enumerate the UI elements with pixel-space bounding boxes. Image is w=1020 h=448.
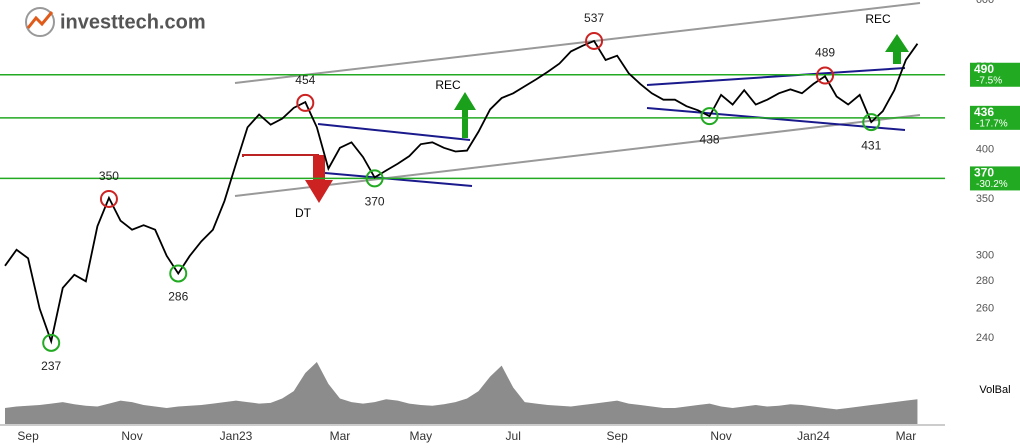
level-box — [970, 105, 1020, 130]
x-tick-label: Mar — [330, 429, 351, 443]
extreme-marker — [296, 93, 315, 112]
signal-label: REC — [435, 78, 461, 92]
extreme-label: 489 — [815, 46, 835, 60]
trend-line — [646, 67, 906, 86]
y-tick-label: 280 — [976, 275, 994, 287]
x-tick-label: Nov — [710, 429, 731, 443]
extreme-label: 438 — [700, 132, 720, 146]
extreme-marker — [365, 169, 384, 188]
level-label: 370 — [974, 166, 994, 180]
y-tick-label: 240 — [976, 332, 994, 344]
y-tick-label: 260 — [976, 303, 994, 315]
channels — [234, 2, 921, 197]
level-box — [970, 62, 1020, 87]
level-label: 436 — [974, 105, 994, 119]
extreme-label: 537 — [584, 11, 604, 25]
level-label: 490 — [974, 62, 994, 76]
extreme-marker — [99, 189, 118, 208]
x-tick-label: Jan24 — [797, 429, 830, 443]
extreme-label: 370 — [365, 195, 385, 209]
logo-icon — [26, 11, 54, 29]
extreme-label: 454 — [295, 73, 315, 87]
trend-line — [234, 114, 921, 197]
x-tick-label: Sep — [17, 429, 39, 443]
buy-arrow — [454, 92, 476, 138]
trend-line — [324, 172, 473, 187]
buy-arrow — [885, 34, 909, 64]
level-change: -30.2% — [976, 179, 1008, 190]
logo-icon — [25, 7, 55, 37]
extreme-marker — [169, 264, 188, 283]
extreme-marker — [816, 66, 835, 85]
trend-line — [234, 2, 921, 84]
x-tick-label: Sep — [606, 429, 628, 443]
signal-label: REC — [865, 12, 891, 26]
extreme-marker — [585, 31, 604, 50]
trend-line — [317, 123, 471, 141]
y-tick-label: 600 — [976, 0, 994, 6]
level-change: -17.7% — [976, 118, 1008, 129]
signal-label: DT — [295, 206, 312, 220]
extreme-label: 350 — [99, 169, 119, 183]
level-box — [970, 166, 1020, 191]
volume-area — [5, 362, 918, 424]
y-tick-label: 400 — [976, 144, 994, 156]
indicator-label: VolBal — [979, 384, 1010, 396]
dt-line — [242, 154, 319, 158]
y-tick-label: 350 — [976, 193, 994, 205]
brand: investtech.com — [60, 11, 206, 33]
x-tick-label: Nov — [121, 429, 142, 443]
extreme-marker — [700, 107, 719, 126]
x-tick-label: Jul — [506, 429, 521, 443]
trend-line — [646, 107, 906, 131]
level-change: -7.5% — [976, 75, 1002, 86]
x-tick-label: Mar — [896, 429, 917, 443]
extreme-label: 286 — [168, 290, 188, 304]
price-line — [4, 39, 919, 345]
extreme-marker — [42, 333, 61, 352]
x-tick-label: May — [409, 429, 432, 443]
extreme-label: 431 — [861, 138, 881, 152]
extreme-marker — [862, 113, 881, 132]
extreme-label: 237 — [41, 359, 61, 373]
logo: investtech.com — [25, 7, 206, 37]
y-tick-label: 300 — [976, 250, 994, 262]
x-tick-label: Jan23 — [220, 429, 253, 443]
